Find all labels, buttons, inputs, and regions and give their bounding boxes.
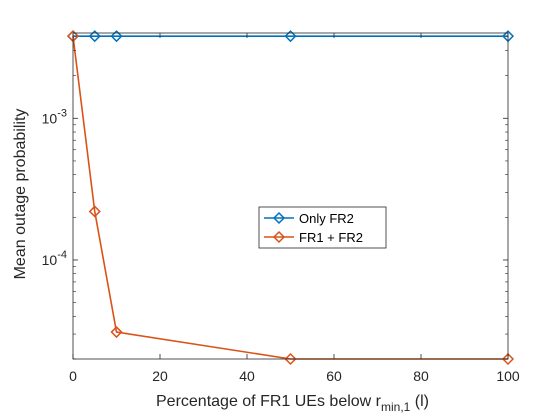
x-tick-label: 60 (326, 368, 342, 384)
axes-box (72, 32, 509, 360)
x-tick-label: 80 (413, 368, 429, 384)
y-tick-label: 10-4 (42, 249, 67, 268)
y-axis-label: Mean outage probability (12, 109, 29, 280)
chart-legend: Only FR2 FR1 + FR2 (258, 206, 387, 249)
series-2-marker-5 (501, 352, 515, 366)
chart-axes: 0 20 40 60 80 100 10-4 10-3 Percentage of FR1 UE… (12, 32, 520, 414)
legend-label-1: Only FR2 (299, 211, 354, 226)
x-tick-label: 20 (152, 368, 168, 384)
series-2-marker-4 (284, 352, 297, 366)
series-2-marker-3 (110, 325, 123, 339)
legend-marker-2 (272, 230, 286, 244)
series-1-marker-3 (110, 30, 123, 43)
series-1-marker-4 (284, 30, 297, 43)
x-tick-label: 0 (69, 368, 77, 384)
x-axis-label: Percentage of FR1 UEs below rmin,1 (l) (156, 393, 429, 414)
y-tick-label: 10-3 (42, 107, 67, 126)
series-2-marker-2 (88, 205, 101, 218)
legend-label-2: FR1 + FR2 (299, 230, 363, 245)
x-tick-label: 100 (496, 368, 520, 384)
plot-area (73, 33, 508, 359)
x-tick-label: 40 (239, 368, 255, 384)
legend-marker-1 (272, 211, 286, 225)
series-1-marker-2 (88, 30, 101, 43)
